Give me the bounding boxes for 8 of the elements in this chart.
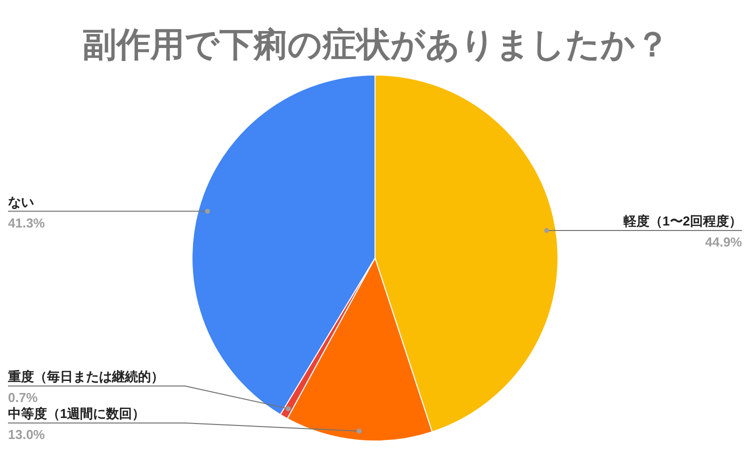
- data-label: 0.7%: [8, 390, 38, 405]
- title: 副作用で下痢の症状がありましたか？: [82, 26, 670, 64]
- slice-label: 軽度（1〜2回程度）: [622, 214, 742, 229]
- slice-label: ない: [8, 194, 34, 210]
- slice-label: 重度（毎日または継続的）: [7, 369, 164, 384]
- data-label: 13.0%: [8, 427, 46, 442]
- data-label: 44.9%: [705, 234, 742, 250]
- data-label: 41.3%: [8, 215, 46, 230]
